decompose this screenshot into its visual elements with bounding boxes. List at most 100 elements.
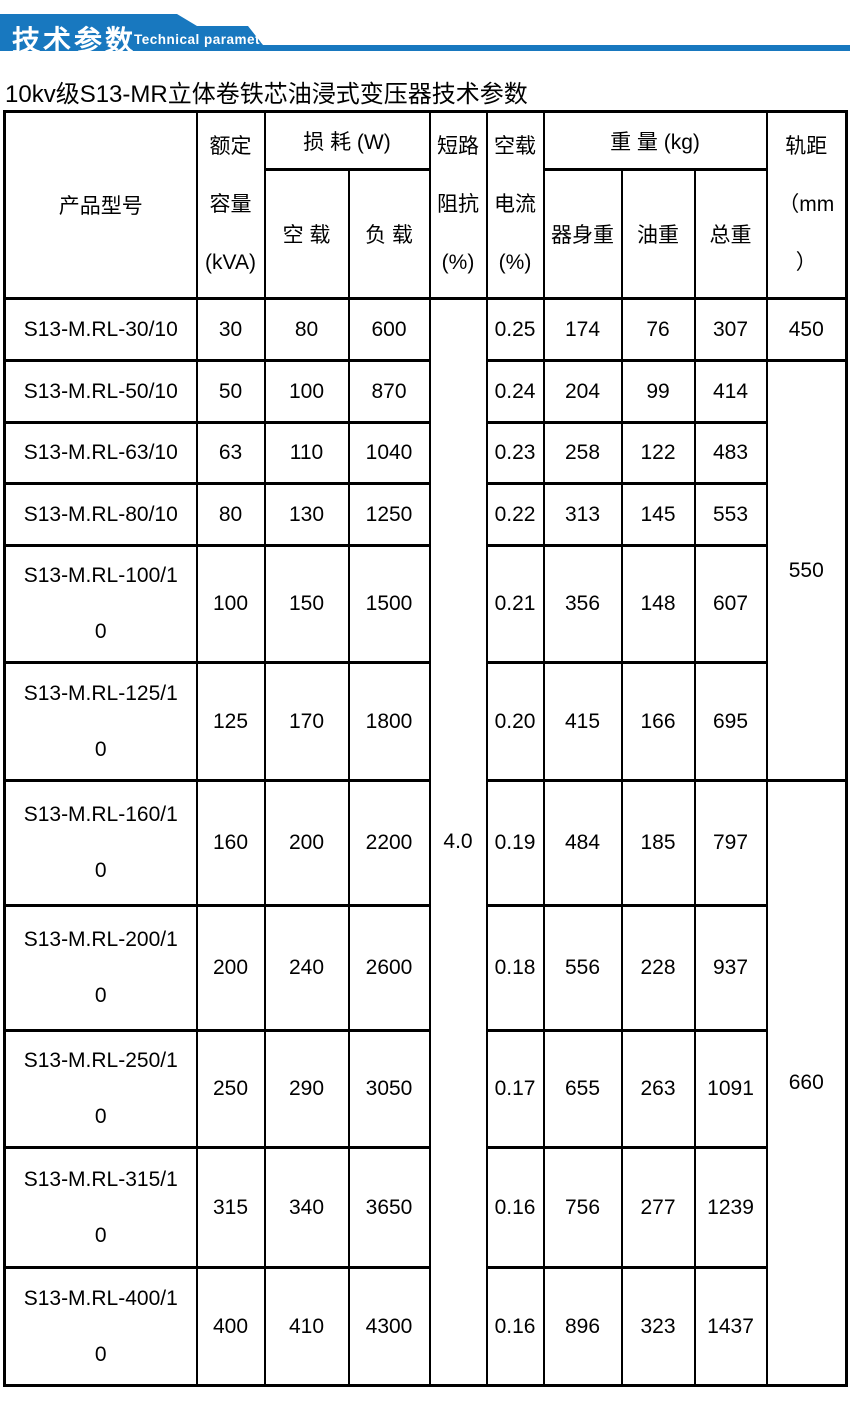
oil-weight-cell: 76 — [620, 297, 696, 362]
header-rail-gauge: 轨距 （mm ） — [765, 110, 848, 300]
table-row: S13-M.RL-400/1 0 400 410 4300 0.16 896 3… — [3, 1266, 847, 1387]
header-row-subheaders: 空 载 负 载 器身重 油重 总重 — [5, 168, 847, 300]
table-row: S13-M.RL-63/10 63 110 1040 0.23 258 122 … — [3, 421, 847, 485]
header-product-model: 产品型号 — [3, 110, 198, 300]
model-cell: S13-M.RL-100/1 0 — [3, 544, 198, 664]
page-title: 10kv级S13-MR立体卷铁芯油浸式变压器技术参数 — [5, 81, 528, 108]
no-load-loss-cell: 130 — [263, 482, 350, 547]
body-weight-cell: 356 — [542, 544, 623, 664]
capacity-cell: 30 — [195, 297, 266, 362]
load-loss-cell: 870 — [347, 359, 431, 424]
header-body-weight: 器身重 — [542, 168, 623, 300]
capacity-cell: 80 — [195, 482, 266, 547]
oil-weight-cell: 185 — [620, 779, 696, 907]
no-load-loss-cell: 150 — [263, 544, 350, 664]
capacity-cell: 200 — [195, 904, 266, 1032]
model-cell: S13-M.RL-80/10 — [3, 482, 198, 547]
no-load-loss-cell: 340 — [263, 1146, 350, 1269]
no-load-current-cell: 0.24 — [485, 359, 545, 424]
body-weight-cell: 415 — [542, 661, 623, 782]
model-cell: S13-M.RL-200/1 0 — [3, 904, 198, 1032]
total-weight-cell: 797 — [693, 779, 768, 907]
body-weight-cell: 896 — [542, 1266, 623, 1387]
no-load-loss-cell: 110 — [263, 421, 350, 485]
model-cell: S13-M.RL-160/1 0 — [3, 779, 198, 907]
no-load-current-cell: 0.22 — [485, 482, 545, 547]
body-weight-cell: 258 — [542, 421, 623, 485]
table-row: S13-M.RL-50/10 50 100 870 0.24 204 99 41… — [3, 359, 848, 782]
body-weight-cell: 204 — [542, 359, 623, 424]
no-load-loss-cell: 170 — [263, 661, 350, 782]
no-load-loss-cell: 200 — [263, 779, 350, 907]
header-short-circuit-impedance: 短路 阻抗 (%) — [428, 110, 488, 300]
header-load-loss: 负 载 — [347, 168, 431, 300]
total-weight-cell: 937 — [693, 904, 768, 1032]
no-load-current-cell: 0.23 — [485, 421, 545, 485]
load-loss-cell: 1040 — [347, 421, 431, 485]
no-load-loss-cell: 100 — [263, 359, 350, 424]
no-load-loss-cell: 290 — [263, 1029, 350, 1149]
impedance-merged-cell: 4.0 — [428, 297, 488, 1387]
total-weight-cell: 1437 — [693, 1266, 768, 1387]
load-loss-cell: 1500 — [347, 544, 431, 664]
load-loss-cell: 1800 — [347, 661, 431, 782]
header-loss-group: 损 耗 (W) — [263, 110, 431, 171]
no-load-current-cell: 0.25 — [485, 297, 545, 362]
no-load-loss-cell: 80 — [263, 297, 350, 362]
capacity-cell: 63 — [195, 421, 266, 485]
oil-weight-cell: 166 — [620, 661, 696, 782]
table-row: S13-M.RL-30/10 30 80 600 4.0 0.25 174 76… — [3, 297, 848, 1387]
no-load-current-cell: 0.18 — [485, 904, 545, 1032]
no-load-current-cell: 0.21 — [485, 544, 545, 664]
header-total-weight: 总重 — [693, 168, 768, 300]
no-load-current-cell: 0.16 — [485, 1146, 545, 1269]
table-row: S13-M.RL-125/1 0 125 170 1800 0.20 415 1… — [3, 661, 847, 782]
load-loss-cell: 2200 — [347, 779, 431, 907]
body-weight-cell: 655 — [542, 1029, 623, 1149]
parameters-table: 产品型号 额定 容量 (kVA) 损 耗 (W) 短路 阻抗 (%) 空载 电流… — [3, 110, 849, 1387]
model-cell: S13-M.RL-400/1 0 — [3, 1266, 198, 1387]
model-cell: S13-M.RL-250/1 0 — [3, 1029, 198, 1149]
model-cell: S13-M.RL-125/1 0 — [3, 661, 198, 782]
total-weight-cell: 1091 — [693, 1029, 768, 1149]
model-cell: S13-M.RL-315/1 0 — [3, 1146, 198, 1269]
load-loss-cell: 3050 — [347, 1029, 431, 1149]
body-weight-cell: 484 — [542, 779, 623, 907]
no-load-current-cell: 0.20 — [485, 661, 545, 782]
oil-weight-cell: 323 — [620, 1266, 696, 1387]
capacity-cell: 250 — [195, 1029, 266, 1149]
oil-weight-cell: 263 — [620, 1029, 696, 1149]
load-loss-cell: 3650 — [347, 1146, 431, 1269]
no-load-current-cell: 0.17 — [485, 1029, 545, 1149]
total-weight-cell: 414 — [693, 359, 768, 424]
load-loss-cell: 2600 — [347, 904, 431, 1032]
load-loss-cell: 600 — [347, 297, 431, 362]
table-row: S13-M.RL-80/10 80 130 1250 0.22 313 145 … — [3, 482, 847, 547]
capacity-cell: 160 — [195, 779, 266, 907]
capacity-cell: 125 — [195, 661, 266, 782]
header-oil-weight: 油重 — [620, 168, 696, 300]
total-weight-cell: 695 — [693, 661, 768, 782]
header-no-load-current: 空载 电流 (%) — [485, 110, 545, 300]
load-loss-cell: 1250 — [347, 482, 431, 547]
body-weight-cell: 174 — [542, 297, 623, 362]
body-weight-cell: 313 — [542, 482, 623, 547]
no-load-current-cell: 0.16 — [485, 1266, 545, 1387]
oil-weight-cell: 99 — [620, 359, 696, 424]
load-loss-cell: 4300 — [347, 1266, 431, 1387]
gauge-merged-cell: 660 — [765, 779, 848, 1387]
banner-title: 技术参数 — [12, 25, 137, 56]
table-row: S13-M.RL-100/1 0 100 150 1500 0.21 356 1… — [3, 544, 847, 664]
capacity-cell: 50 — [195, 359, 266, 424]
model-cell: S13-M.RL-63/10 — [3, 421, 198, 485]
header-row-groups: 产品型号 额定 容量 (kVA) 损 耗 (W) 短路 阻抗 (%) 空载 电流… — [3, 110, 848, 300]
oil-weight-cell: 148 — [620, 544, 696, 664]
table-row: S13-M.RL-250/1 0 250 290 3050 0.17 655 2… — [3, 1029, 847, 1149]
no-load-current-cell: 0.19 — [485, 779, 545, 907]
gauge-cell: 450 — [765, 297, 848, 362]
header-no-load-loss: 空 载 — [263, 168, 350, 300]
table-row: S13-M.RL-160/1 0 160 200 2200 0.19 484 1… — [3, 779, 848, 1387]
no-load-loss-cell: 410 — [263, 1266, 350, 1387]
capacity-cell: 315 — [195, 1146, 266, 1269]
model-cell: S13-M.RL-50/10 — [3, 359, 198, 424]
